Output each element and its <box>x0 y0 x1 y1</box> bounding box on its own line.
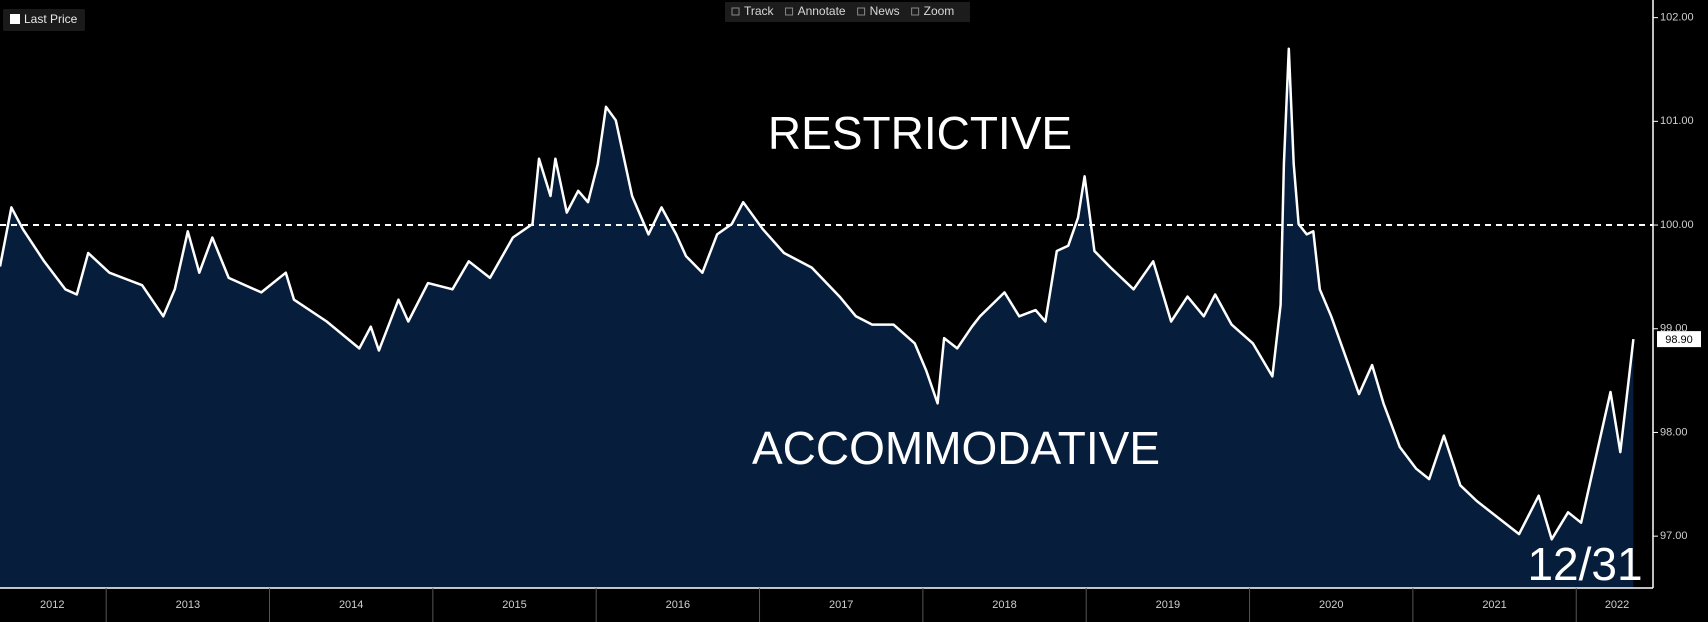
legend-box <box>3 9 85 31</box>
y-tick-label: 100.00 <box>1660 219 1694 231</box>
toolbar-icon <box>911 7 920 16</box>
last-price-label: 98.90 <box>1665 334 1693 346</box>
x-tick-label: 2014 <box>339 599 363 611</box>
x-axis-band <box>0 588 1653 622</box>
x-tick-label: 2016 <box>666 599 690 611</box>
x-tick-label: 2017 <box>829 599 853 611</box>
y-tick-label: 102.00 <box>1660 12 1694 24</box>
annotation: RESTRICTIVE <box>768 107 1072 159</box>
line <box>0 47 1635 541</box>
toolbar-icon <box>857 7 866 16</box>
area <box>0 48 1634 588</box>
y-tick-label: 101.00 <box>1660 115 1694 127</box>
x-tick-label: 2021 <box>1482 599 1506 611</box>
x-tick-label: 2018 <box>992 599 1016 611</box>
x-tick-label: 2022 <box>1605 599 1629 611</box>
toolbar-icon <box>785 7 794 16</box>
x-tick-label: 2015 <box>502 599 526 611</box>
toolbar-button[interactable]: Track <box>744 4 775 18</box>
y-tick-label: 98.00 <box>1660 426 1688 438</box>
toolbar-button[interactable]: Zoom <box>924 4 955 18</box>
annotation: ACCOMMODATIVE <box>752 422 1160 474</box>
y-tick-label: 99.00 <box>1660 323 1688 335</box>
toolbar: Track Annotate News Zoom <box>725 2 970 22</box>
toolbar-button[interactable]: News <box>870 4 900 18</box>
legend-swatch <box>10 14 20 24</box>
toolbar-icon <box>731 7 740 16</box>
x-tick-label: 2013 <box>176 599 200 611</box>
x-tick-label: 2012 <box>40 599 64 611</box>
last-price-tag <box>1657 331 1701 348</box>
legend-label[interactable]: Last Price <box>24 12 78 26</box>
x-tick-label: 2020 <box>1319 599 1343 611</box>
toolbar-button[interactable]: Annotate <box>798 4 846 18</box>
toolbar-bg <box>725 2 970 22</box>
annotation: 12/31 <box>1527 538 1642 590</box>
x-tick-label: 2019 <box>1156 599 1180 611</box>
y-tick-label: 97.00 <box>1660 530 1688 542</box>
